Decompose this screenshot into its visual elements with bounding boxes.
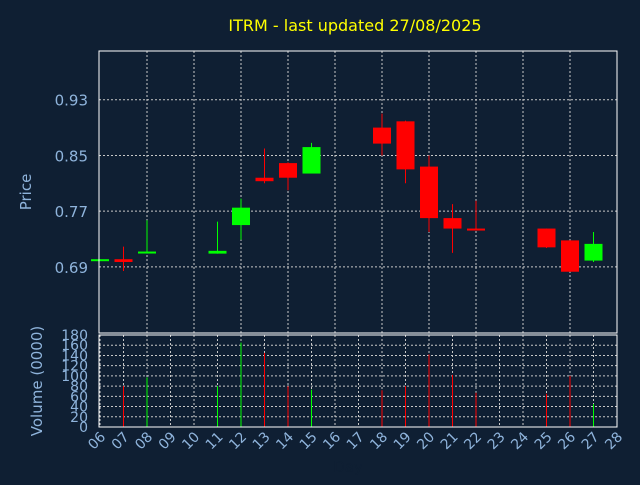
candle-body — [208, 250, 227, 254]
y-axis-label-volume: Volume (0000) — [28, 326, 46, 436]
candle-body — [114, 259, 133, 262]
price-tick-label: 0.69 — [55, 259, 88, 277]
price-tick-label: 0.93 — [55, 92, 88, 110]
volume-tick-label: 20 — [70, 410, 88, 426]
candle-body — [279, 163, 297, 178]
price-tick-label: 0.77 — [55, 203, 88, 221]
chart-title: ITRM - last updated 27/08/2025 — [228, 16, 481, 35]
volume-panel-border — [98, 334, 618, 428]
price-panel-border — [98, 50, 618, 334]
candle-body — [537, 228, 556, 248]
x-axis-label: Day — [333, 458, 363, 476]
y-axis-label-price: Price — [17, 174, 35, 211]
candle-body — [584, 243, 603, 261]
candle-body — [373, 127, 391, 144]
volume-tick-label: 140 — [61, 348, 88, 364]
candle-body — [443, 218, 462, 229]
candle-body — [467, 228, 485, 231]
volume-tick-label: 0 — [79, 420, 88, 436]
candle-body — [138, 251, 156, 254]
candle-body — [232, 207, 250, 226]
candles — [91, 113, 603, 272]
candle-body — [420, 166, 438, 219]
volume-tick-label: 160 — [61, 338, 88, 354]
x-tick-labels: 06 07 08 09 10 11 12 13 14 15 16 17 18 19 20 21 22 23 24 25… — [85, 429, 626, 453]
volume-bars — [123, 342, 594, 427]
candle-body — [302, 147, 321, 174]
price-tick-labels: 0.69 0.77 0.85 0.93 — [55, 92, 88, 277]
volume-tick-label: 180 — [61, 328, 88, 344]
price-tick-label: 0.85 — [55, 147, 88, 165]
candle-body — [255, 177, 274, 182]
candle-body — [561, 240, 579, 272]
candle-body — [91, 259, 109, 262]
volume-tick-label: 120 — [61, 359, 88, 375]
volume-tick-label: 60 — [70, 389, 88, 405]
volume-tick-label: 80 — [70, 379, 88, 395]
volume-tick-label: 40 — [70, 400, 88, 416]
volume-tick-label: 100 — [61, 369, 88, 385]
candle-body — [396, 121, 415, 170]
